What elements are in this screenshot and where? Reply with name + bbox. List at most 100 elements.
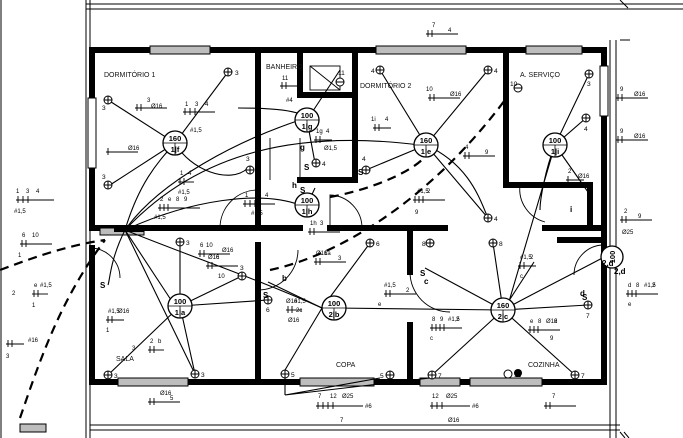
svg-text:7: 7 [586,313,590,320]
svg-text:d: d [628,283,631,289]
socket-symbol: 6 [263,295,273,314]
circuit-annotation: 2 e #1,5 1 [12,283,52,309]
svg-text:4: 4 [584,126,588,133]
svg-text:Ø16: Ø16 [208,255,220,261]
svg-text:b: b [158,339,162,345]
svg-text:Ø16: Ø16 [546,319,558,325]
sockets: 3 3 3 3 4 4 4 4 11 3 4 4 3 6 8 8 3 3 3 5… [102,65,594,380]
svg-text:#6: #6 [365,404,372,410]
circuit-annotation: #1,52 9 [413,189,445,216]
svg-text:10: 10 [32,233,39,239]
svg-text:2|b: 2|b [329,310,340,319]
svg-text:6: 6 [376,241,380,248]
svg-text:4: 4 [188,171,192,177]
circuit-annotation: d 8 #1,52 e [626,283,658,308]
circuit-annotation: 9 Ø16 [616,129,648,143]
circuit-annotation: 7 12 Ø25 #6 7 [316,394,372,424]
svg-text:100: 100 [608,251,617,264]
switch-symbol: S [420,269,426,278]
svg-text:#1,5: #1,5 [384,283,396,289]
svg-text:Ø16: Ø16 [578,174,590,180]
svg-text:1: 1 [106,328,110,334]
svg-text:2: 2 [150,339,154,345]
svg-text:1|h: 1|h [302,207,313,216]
svg-text:3: 3 [114,373,118,380]
svg-text:1|e: 1|e [421,147,431,156]
socket-symbol: 3 [190,369,205,379]
socket-symbol: 6 [365,238,380,248]
svg-text:Ø16: Ø16 [634,134,646,140]
svg-text:4: 4 [362,156,366,163]
svg-text:12: 12 [432,394,439,400]
svg-text:4: 4 [371,68,375,75]
circuit-annotation: 1g 4 Ø1,5 [314,129,338,152]
svg-text:9: 9 [485,150,489,156]
svg-text:3: 3 [102,174,106,181]
svg-text:Ø16: Ø16 [450,92,462,98]
circuit-annotation: #1,5 2 e [378,283,416,308]
svg-text:100: 100 [328,299,341,308]
svg-text:2c: 2c [296,308,302,314]
socket-symbol: 3 [237,265,247,281]
svg-text:4: 4 [265,193,269,199]
svg-text:1|i: 1|i [551,147,559,156]
svg-text:2: 2 [554,319,558,325]
socket-symbol: 11 [335,70,345,87]
svg-text:#1,5: #1,5 [178,190,190,196]
socket-symbol: 3 [223,67,239,77]
svg-text:7: 7 [552,394,556,400]
room-label-copa: COPA [336,362,356,369]
circuit-annotation: #1,52 c [518,255,536,280]
svg-text:Ø1,5: Ø1,5 [324,146,338,152]
svg-text:Ø16: Ø16 [288,318,300,324]
socket-symbol: 3 [584,69,594,88]
svg-text:4: 4 [322,161,326,168]
svg-text:1: 1 [16,189,20,195]
svg-text:5: 5 [170,396,174,402]
svg-text:3: 3 [255,193,259,199]
svg-text:3: 3 [195,102,199,108]
svg-text:Ø16: Ø16 [160,391,172,397]
svg-text:2|c: 2|c [498,312,508,321]
svg-text:3: 3 [246,156,250,163]
socket-symbol: 3 [245,156,255,175]
svg-text:8: 8 [422,241,426,248]
socket-symbol: 4 [371,65,385,75]
switch-letter: i [570,205,572,214]
svg-text:8: 8 [636,283,640,289]
svg-text:8: 8 [538,319,542,325]
svg-text:3: 3 [26,189,30,195]
svg-text:1|g: 1|g [302,122,313,131]
socket-symbol: 7 [583,300,593,320]
svg-text:e: e [34,283,38,289]
svg-text:Ø25: Ø25 [446,394,458,400]
svg-text:9: 9 [184,197,188,203]
svg-text:1|f: 1|f [171,145,180,154]
svg-text:#1,5: #1,5 [251,211,263,217]
svg-text:3: 3 [240,265,244,272]
svg-text:10: 10 [426,87,433,93]
svg-text:7: 7 [318,394,322,400]
svg-text:1: 1 [32,303,36,309]
svg-text:6: 6 [200,243,204,249]
svg-text:#1,5: #1,5 [40,283,52,289]
room-label-dormitorio-2: DORMITÓRIO 2 [360,81,411,90]
svg-text:1|a: 1|a [175,308,186,317]
svg-text:2: 2 [652,283,656,289]
svg-text:2: 2 [12,291,16,297]
socket-symbol: 4 [483,65,498,75]
circuit-annotation: 11 #4 [280,76,298,104]
svg-text:160: 160 [497,301,510,310]
circuit-annotation: 7 [544,394,576,409]
svg-text:1i: 1i [371,117,376,123]
room-label-servico: A. SERVIÇO [520,72,560,79]
circuit-annotation: Ø16 [106,146,140,155]
circuit-annotation: 3 2 b [132,339,164,353]
